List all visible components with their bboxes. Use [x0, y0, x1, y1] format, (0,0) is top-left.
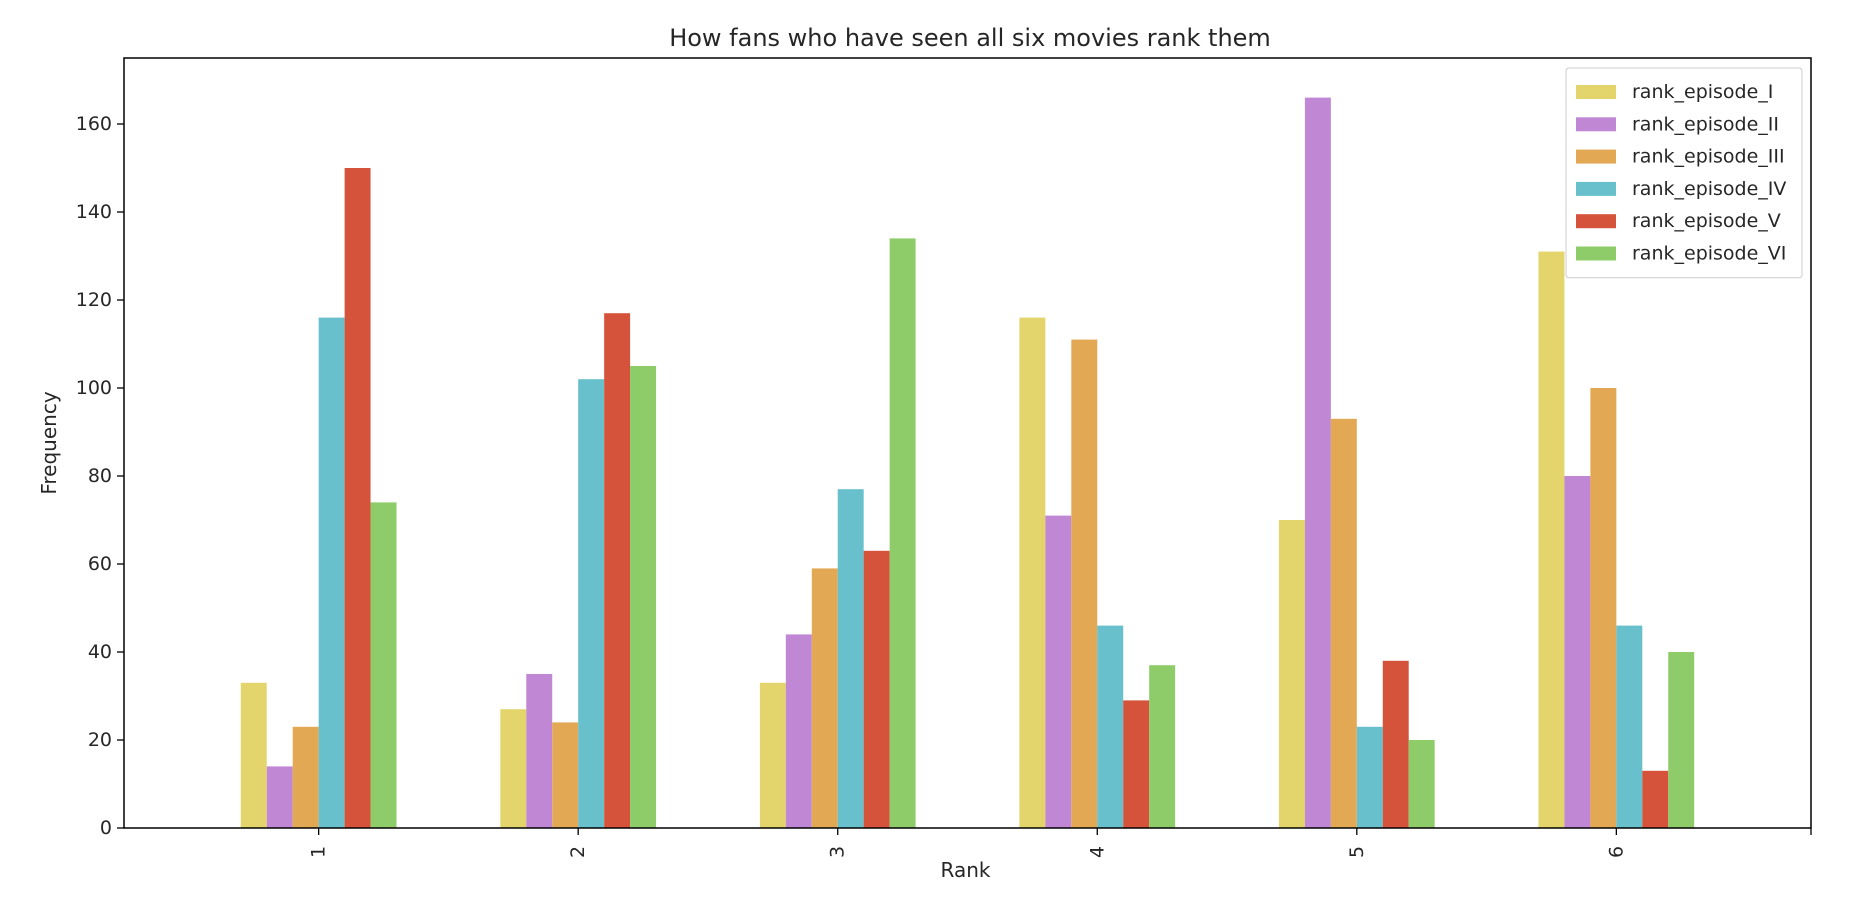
bar-rank_episode_V-rank-4: [1123, 700, 1150, 828]
bar-rank_episode_II-rank-2: [526, 674, 553, 828]
legend-label-rank_episode_II: rank_episode_II: [1632, 113, 1779, 135]
bar-rank_episode_II-rank-1: [266, 766, 293, 828]
y-tick-label: 120: [76, 289, 112, 311]
bar-rank_episode_III-rank-2: [552, 722, 579, 828]
bar-rank_episode_I-rank-2: [500, 709, 527, 828]
bar-rank_episode_V-rank-5: [1382, 660, 1409, 828]
bar-rank_episode_I-rank-5: [1278, 520, 1305, 828]
bar-rank_episode_IV-rank-1: [318, 317, 345, 828]
bar-rank_episode_V-rank-2: [604, 313, 631, 828]
legend-label-rank_episode_V: rank_episode_V: [1632, 210, 1781, 232]
legend: rank_episode_I rank_episode_II rank_episod…: [1565, 67, 1803, 279]
x-axis-label: Rank: [941, 858, 991, 882]
y-tick-label: 80: [88, 465, 112, 487]
legend-swatch-rank_episode_VI: [1576, 246, 1616, 261]
x-tick-label: 6: [1605, 846, 1627, 858]
bar-rank_episode_II-rank-3: [785, 634, 812, 828]
bar-rank_episode_III-rank-4: [1071, 339, 1098, 828]
x-tick-label: 5: [1346, 846, 1368, 858]
legend-swatch-rank_episode_III: [1576, 149, 1616, 164]
bar-rank_episode_I-rank-3: [759, 682, 786, 828]
bar-rank_episode_VI-rank-2: [630, 366, 657, 828]
bar-rank_episode_IV-rank-3: [837, 489, 864, 828]
legend-label-rank_episode_IV: rank_episode_IV: [1632, 178, 1786, 200]
bar-rank_episode_IV-rank-5: [1356, 726, 1383, 828]
bar-rank_episode_I-rank-6: [1538, 251, 1565, 829]
legend-swatch-rank_episode_I: [1576, 85, 1616, 99]
chart-title: How fans who have seen all six movies ra…: [669, 24, 1271, 52]
bar-rank_episode_VI-rank-5: [1408, 740, 1435, 828]
bar-rank_episode_III-rank-6: [1590, 388, 1617, 828]
legend-box: [1565, 67, 1803, 279]
y-tick-label: 40: [88, 641, 112, 663]
bar-rank_episode_III-rank-5: [1330, 418, 1357, 828]
bar-rank_episode_IV-rank-2: [578, 379, 605, 828]
bar-rank_episode_I-rank-1: [240, 682, 267, 828]
bar-rank_episode_III-rank-3: [811, 568, 838, 828]
y-axis-label: Frequency: [37, 391, 61, 494]
y-axis: 0 20 40 60 80 100 120 140 160: [76, 113, 124, 839]
y-tick-label: 100: [76, 377, 112, 399]
x-tick-label: 1: [308, 846, 330, 858]
bar-rank_episode_I-rank-4: [1019, 317, 1046, 828]
y-tick-label: 140: [76, 201, 112, 223]
legend-label-rank_episode_I: rank_episode_I: [1632, 81, 1773, 103]
bar-rank_episode_II-rank-4: [1045, 515, 1072, 828]
y-tick-label: 60: [88, 553, 112, 575]
legend-label-rank_episode_VI: rank_episode_VI: [1632, 243, 1786, 265]
bar-rank_episode_V-rank-6: [1642, 770, 1669, 828]
bar-rank_episode_V-rank-3: [863, 550, 890, 828]
bar-rank_episode_III-rank-1: [292, 726, 319, 828]
y-tick-label: 20: [88, 729, 112, 751]
legend-swatch-rank_episode_II: [1576, 117, 1616, 132]
x-tick-label: 4: [1086, 846, 1108, 858]
bar-rank_episode_VI-rank-1: [370, 502, 397, 828]
legend-swatch-rank_episode_V: [1576, 214, 1616, 229]
bar-rank_episode_IV-rank-4: [1097, 625, 1124, 828]
bar-rank_episode_II-rank-6: [1564, 476, 1591, 828]
legend-swatch-rank_episode_IV: [1576, 181, 1616, 196]
bars-group: [240, 97, 1695, 829]
bar-rank_episode_VI-rank-6: [1668, 652, 1695, 828]
x-tick-label: 2: [567, 846, 589, 858]
x-axis: 1 2 3 4 5 6: [308, 828, 1812, 858]
bar-rank_episode_VI-rank-4: [1149, 665, 1176, 828]
bar-rank_episode_IV-rank-6: [1616, 625, 1643, 828]
bar-rank_episode_II-rank-5: [1304, 97, 1331, 829]
plot-frame: [123, 57, 1812, 829]
x-tick-label: 3: [827, 846, 849, 858]
y-tick-label: 160: [76, 113, 112, 135]
y-tick-label: 0: [100, 817, 112, 839]
legend-label-rank_episode_III: rank_episode_III: [1632, 146, 1785, 168]
bar-rank_episode_VI-rank-3: [889, 238, 916, 828]
bar-rank_episode_V-rank-1: [344, 168, 371, 828]
